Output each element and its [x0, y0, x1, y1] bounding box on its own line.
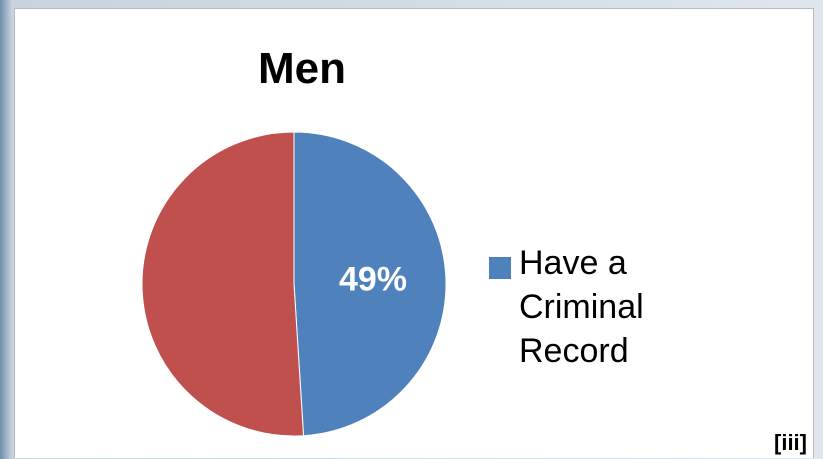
chart-frame: Men 49% Have a Criminal Record [iii] — [14, 8, 814, 458]
pie-chart: 49% — [141, 131, 447, 437]
legend-swatch — [489, 257, 511, 279]
footnote-reference: [iii] — [774, 430, 807, 455]
pie-data-label-0: 49% — [339, 261, 407, 299]
chart-title: Men — [258, 44, 346, 93]
legend-label: Have a Criminal Record — [519, 244, 644, 370]
pie-slice-1 — [141, 131, 305, 437]
chart-legend: Have a Criminal Record — [489, 241, 719, 373]
pie-slice-0 — [293, 131, 447, 437]
